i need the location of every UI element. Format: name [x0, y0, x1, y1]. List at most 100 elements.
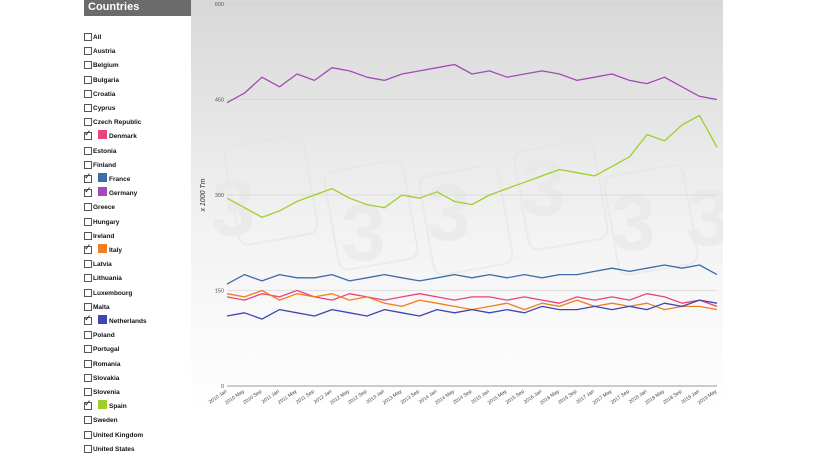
country-label: Greece	[93, 204, 116, 212]
color-swatch	[98, 130, 107, 140]
checkbox[interactable]	[84, 274, 92, 283]
country-item-france[interactable]: France	[84, 169, 130, 183]
svg-text:3: 3	[211, 163, 256, 252]
country-item-belgium[interactable]: Belgium	[84, 55, 119, 70]
country-item-austria[interactable]: Austria	[84, 41, 115, 56]
checkbox[interactable]	[84, 345, 92, 354]
series-line-spain	[226, 114, 718, 218]
svg-text:3: 3	[426, 168, 471, 257]
country-item-greece[interactable]: Greece	[84, 197, 116, 212]
checkbox[interactable]	[84, 430, 92, 439]
checkbox[interactable]	[84, 61, 92, 70]
svg-text:3: 3	[686, 173, 723, 262]
checkbox[interactable]	[84, 373, 92, 382]
color-swatch	[98, 187, 107, 197]
country-label: Belgium	[93, 62, 119, 70]
country-item-netherlands[interactable]: Netherlands	[84, 311, 147, 325]
y-tick-label: 450	[215, 98, 224, 104]
checkbox[interactable]	[84, 388, 92, 396]
country-item-bulgaria[interactable]: Bulgaria	[84, 70, 119, 84]
checkbox[interactable]	[84, 288, 92, 297]
color-swatch	[98, 173, 107, 182]
checkbox[interactable]	[84, 243, 92, 254]
country-label: Italy	[109, 247, 123, 254]
country-item-finland[interactable]: Finland	[84, 155, 116, 169]
country-item-spain[interactable]: Spain	[84, 396, 127, 411]
checkbox[interactable]	[84, 231, 92, 240]
series-line-denmark	[226, 289, 718, 308]
checkbox[interactable]	[84, 33, 92, 41]
color-swatch	[98, 315, 107, 324]
country-item-luxembourg[interactable]: Luxembourg	[84, 283, 132, 297]
country-label: Spain	[109, 403, 127, 411]
country-item-all[interactable]: All	[84, 27, 101, 41]
checkbox[interactable]	[84, 118, 92, 127]
country-item-germany[interactable]: Germany	[84, 183, 138, 198]
checkbox[interactable]	[84, 260, 92, 269]
country-label: Czech Republic	[93, 119, 142, 127]
checkbox[interactable]	[84, 160, 92, 169]
country-item-romania[interactable]: Romania	[84, 354, 120, 368]
country-item-czech-republic[interactable]: Czech Republic	[84, 112, 142, 127]
country-item-sweden[interactable]: Sweden	[84, 410, 118, 425]
color-swatch	[98, 244, 107, 253]
checkbox[interactable]	[84, 203, 92, 212]
checkbox[interactable]	[84, 146, 92, 155]
country-label: France	[109, 176, 131, 183]
y-tick-label: 600	[215, 2, 224, 8]
checkbox[interactable]	[84, 399, 92, 411]
svg-text:3: 3	[521, 143, 566, 232]
country-label: Finland	[93, 161, 117, 169]
checkbox[interactable]	[84, 314, 92, 325]
y-tick-label: 0	[221, 384, 224, 390]
country-label: Germany	[109, 190, 138, 198]
country-label: United Kingdom	[93, 431, 144, 439]
country-item-denmark[interactable]: Denmark	[84, 126, 137, 141]
country-item-slovenia[interactable]: Slovenia	[84, 382, 120, 396]
country-item-latvia[interactable]: Latvia	[84, 254, 112, 269]
country-item-italy[interactable]: Italy	[84, 240, 122, 254]
checkbox[interactable]	[84, 89, 92, 98]
checkbox[interactable]	[84, 416, 92, 425]
country-item-poland[interactable]: Poland	[84, 325, 115, 340]
country-label: Cyprus	[93, 105, 116, 112]
country-label: Romania	[93, 360, 121, 368]
country-item-ireland[interactable]: Ireland	[84, 226, 114, 240]
country-item-cyprus[interactable]: Cyprus	[84, 98, 115, 112]
country-item-croatia[interactable]: Croatia	[84, 84, 115, 98]
country-item-lithuania[interactable]: Lithuania	[84, 268, 122, 283]
country-item-hungary[interactable]: Hungary	[84, 212, 119, 226]
country-item-united-states[interactable]: United States	[84, 439, 135, 453]
checkbox[interactable]	[84, 75, 92, 84]
country-label: Lithuania	[93, 275, 122, 283]
checkbox[interactable]	[84, 359, 92, 368]
y-tick-label: 150	[215, 289, 224, 295]
checkbox[interactable]	[84, 47, 92, 56]
country-item-slovakia[interactable]: Slovakia	[84, 368, 119, 382]
country-item-portugal[interactable]: Portugal	[84, 339, 119, 354]
country-label: Poland	[93, 332, 115, 340]
country-item-estonia[interactable]: Estonia	[84, 141, 116, 155]
series-line-france	[226, 264, 718, 285]
country-label: Bulgaria	[93, 76, 120, 84]
watermark: 3 3 3 3 3 3	[211, 134, 731, 277]
checkbox[interactable]	[84, 217, 92, 226]
country-label: Malta	[93, 303, 110, 311]
checkbox[interactable]	[84, 129, 92, 141]
country-label: Croatia	[93, 90, 116, 98]
checkbox[interactable]	[84, 172, 92, 183]
country-item-malta[interactable]: Malta	[84, 297, 110, 311]
checkbox[interactable]	[84, 186, 92, 198]
country-item-united-kingdom[interactable]: United Kingdom	[84, 425, 143, 439]
checkbox[interactable]	[84, 331, 92, 340]
color-swatch	[98, 400, 107, 410]
countries-panel-title: Countries	[84, 0, 191, 16]
checkbox[interactable]	[84, 302, 92, 311]
y-tick-label: 300	[215, 193, 224, 199]
country-label: United States	[93, 445, 135, 453]
series-line-netherlands	[226, 299, 718, 320]
checkbox[interactable]	[84, 104, 92, 112]
country-label: Denmark	[109, 133, 137, 141]
checkbox[interactable]	[84, 444, 92, 453]
